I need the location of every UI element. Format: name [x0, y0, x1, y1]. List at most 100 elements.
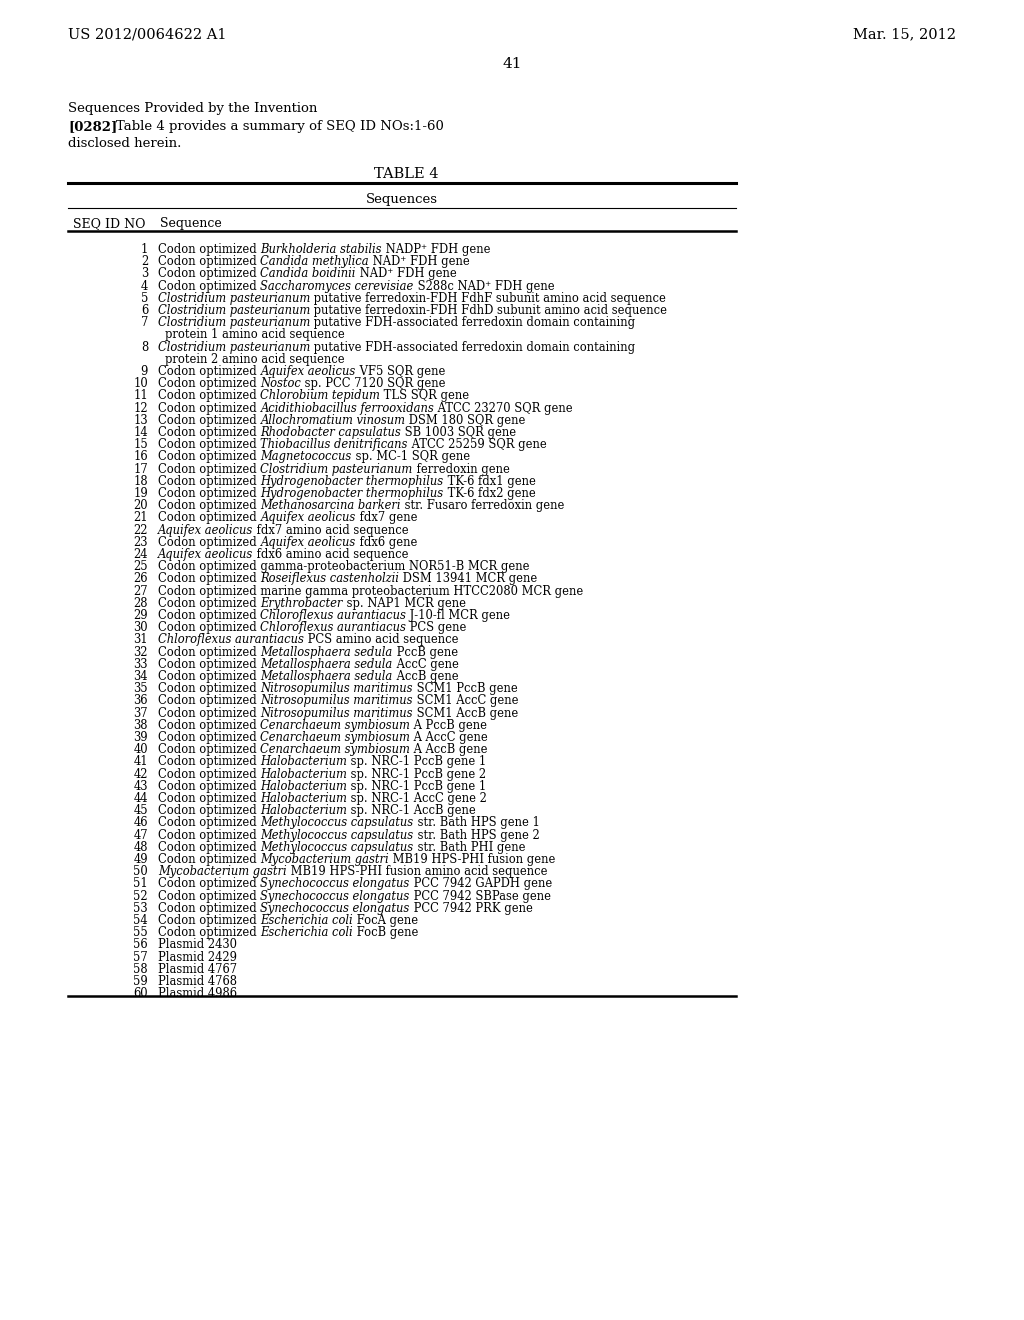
Text: Methanosarcina barkeri: Methanosarcina barkeri [260, 499, 400, 512]
Text: DSM 180 SQR gene: DSM 180 SQR gene [406, 413, 525, 426]
Text: Plasmid 2430: Plasmid 2430 [158, 939, 237, 952]
Text: ATCC 25259 SQR gene: ATCC 25259 SQR gene [408, 438, 547, 451]
Text: sp. NRC-1 AccC gene 2: sp. NRC-1 AccC gene 2 [347, 792, 487, 805]
Text: Erythrobacter: Erythrobacter [260, 597, 343, 610]
Text: 50: 50 [133, 865, 148, 878]
Text: 34: 34 [133, 671, 148, 682]
Text: NADP⁺ FDH gene: NADP⁺ FDH gene [382, 243, 490, 256]
Text: 5: 5 [140, 292, 148, 305]
Text: sp. NRC-1 PccB gene 1: sp. NRC-1 PccB gene 1 [347, 755, 486, 768]
Text: Escherichia coli: Escherichia coli [260, 927, 353, 940]
Text: Codon optimized: Codon optimized [158, 816, 260, 829]
Text: Metallosphaera sedula: Metallosphaera sedula [260, 645, 392, 659]
Text: Nitrosopumilus maritimus: Nitrosopumilus maritimus [260, 694, 413, 708]
Text: Aquifex aeolicus: Aquifex aeolicus [158, 524, 253, 537]
Text: Codon optimized: Codon optimized [158, 609, 260, 622]
Text: 4: 4 [140, 280, 148, 293]
Text: Metallosphaera sedula: Metallosphaera sedula [260, 657, 392, 671]
Text: Codon optimized: Codon optimized [158, 853, 260, 866]
Text: Codon optimized: Codon optimized [158, 426, 260, 440]
Text: Plasmid 4986: Plasmid 4986 [158, 987, 237, 1001]
Text: 9: 9 [140, 366, 148, 378]
Text: 22: 22 [133, 524, 148, 537]
Text: SCM1 AccC gene: SCM1 AccC gene [413, 694, 518, 708]
Text: Aquifex aeolicus: Aquifex aeolicus [158, 548, 253, 561]
Text: Aquifex aeolicus: Aquifex aeolicus [260, 366, 355, 378]
Text: Aquifex aeolicus: Aquifex aeolicus [260, 511, 355, 524]
Text: Thiobacillus denitrificans: Thiobacillus denitrificans [260, 438, 408, 451]
Text: 47: 47 [133, 829, 148, 842]
Text: Codon optimized: Codon optimized [158, 462, 260, 475]
Text: 52: 52 [133, 890, 148, 903]
Text: ATCC 23270 SQR gene: ATCC 23270 SQR gene [434, 401, 572, 414]
Text: 38: 38 [133, 719, 148, 731]
Text: Codon optimized: Codon optimized [158, 902, 260, 915]
Text: putative ferredoxin-FDH FdhF subunit amino acid sequence: putative ferredoxin-FDH FdhF subunit ami… [310, 292, 667, 305]
Text: Codon optimized: Codon optimized [158, 511, 260, 524]
Text: PCC 7942 SBPase gene: PCC 7942 SBPase gene [410, 890, 551, 903]
Text: Synechococcus elongatus: Synechococcus elongatus [260, 902, 410, 915]
Text: str. Bath HPS gene 1: str. Bath HPS gene 1 [414, 816, 540, 829]
Text: Codon optimized: Codon optimized [158, 573, 260, 585]
Text: putative ferredoxin-FDH FdhD subunit amino acid sequence: putative ferredoxin-FDH FdhD subunit ami… [310, 304, 668, 317]
Text: 41: 41 [502, 57, 522, 71]
Text: 16: 16 [133, 450, 148, 463]
Text: 26: 26 [133, 573, 148, 585]
Text: Rhodobacter capsulatus: Rhodobacter capsulatus [260, 426, 401, 440]
Text: Plasmid 2429: Plasmid 2429 [158, 950, 237, 964]
Text: Methylococcus capsulatus: Methylococcus capsulatus [260, 816, 414, 829]
Text: 21: 21 [133, 511, 148, 524]
Text: 56: 56 [133, 939, 148, 952]
Text: str. Fusaro ferredoxin gene: str. Fusaro ferredoxin gene [400, 499, 564, 512]
Text: 41: 41 [133, 755, 148, 768]
Text: 42: 42 [133, 768, 148, 780]
Text: 17: 17 [133, 462, 148, 475]
Text: Synechococcus elongatus: Synechococcus elongatus [260, 890, 410, 903]
Text: Magnetococcus: Magnetococcus [260, 450, 351, 463]
Text: 3: 3 [140, 268, 148, 280]
Text: Allochromatium vinosum: Allochromatium vinosum [260, 413, 406, 426]
Text: 27: 27 [133, 585, 148, 598]
Text: 31: 31 [133, 634, 148, 647]
Text: Codon optimized: Codon optimized [158, 890, 260, 903]
Text: 25: 25 [133, 560, 148, 573]
Text: Codon optimized: Codon optimized [158, 389, 260, 403]
Text: Mar. 15, 2012: Mar. 15, 2012 [853, 26, 956, 41]
Text: Halobacterium: Halobacterium [260, 755, 347, 768]
Text: Codon optimized: Codon optimized [158, 401, 260, 414]
Text: Saccharomyces cerevisiae: Saccharomyces cerevisiae [260, 280, 414, 293]
Text: fdx7 gene: fdx7 gene [355, 511, 417, 524]
Text: 15: 15 [133, 438, 148, 451]
Text: Halobacterium: Halobacterium [260, 804, 347, 817]
Text: 24: 24 [133, 548, 148, 561]
Text: 13: 13 [133, 413, 148, 426]
Text: Codon optimized marine gamma proteobacterium HTCC2080 MCR gene: Codon optimized marine gamma proteobacte… [158, 585, 584, 598]
Text: 23: 23 [133, 536, 148, 549]
Text: putative FDH-associated ferredoxin domain containing: putative FDH-associated ferredoxin domai… [310, 317, 635, 329]
Text: Sequences Provided by the Invention: Sequences Provided by the Invention [68, 102, 317, 115]
Text: Codon optimized: Codon optimized [158, 657, 260, 671]
Text: 19: 19 [133, 487, 148, 500]
Text: Chlorobium tepidum: Chlorobium tepidum [260, 389, 380, 403]
Text: Clostridium pasteurianum: Clostridium pasteurianum [158, 304, 310, 317]
Text: Codon optimized: Codon optimized [158, 913, 260, 927]
Text: Codon optimized: Codon optimized [158, 366, 260, 378]
Text: 40: 40 [133, 743, 148, 756]
Text: Nitrosopumilus maritimus: Nitrosopumilus maritimus [260, 706, 413, 719]
Text: fdx6 amino acid sequence: fdx6 amino acid sequence [253, 548, 409, 561]
Text: 2: 2 [140, 255, 148, 268]
Text: Codon optimized: Codon optimized [158, 622, 260, 634]
Text: Codon optimized: Codon optimized [158, 536, 260, 549]
Text: Clostridium pasteurianum: Clostridium pasteurianum [158, 341, 310, 354]
Text: PCC 7942 PRK gene: PCC 7942 PRK gene [410, 902, 532, 915]
Text: 8: 8 [140, 341, 148, 354]
Text: 57: 57 [133, 950, 148, 964]
Text: VF5 SQR gene: VF5 SQR gene [355, 366, 445, 378]
Text: Codon optimized: Codon optimized [158, 694, 260, 708]
Text: 33: 33 [133, 657, 148, 671]
Text: Codon optimized: Codon optimized [158, 792, 260, 805]
Text: disclosed herein.: disclosed herein. [68, 137, 181, 150]
Text: Codon optimized: Codon optimized [158, 719, 260, 731]
Text: Codon optimized: Codon optimized [158, 597, 260, 610]
Text: Cenarchaeum symbiosum: Cenarchaeum symbiosum [260, 719, 411, 731]
